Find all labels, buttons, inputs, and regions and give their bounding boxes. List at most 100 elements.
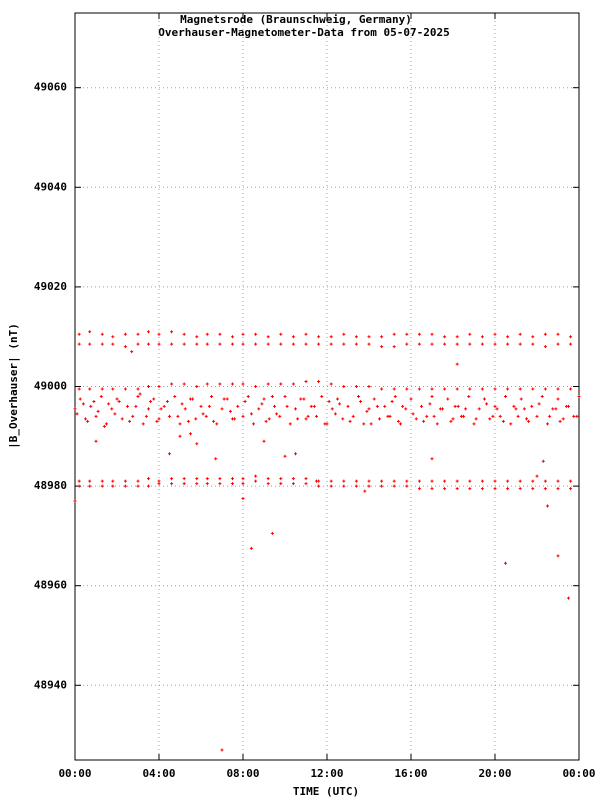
data-point <box>527 419 531 423</box>
data-point <box>518 342 522 346</box>
data-point <box>359 399 363 403</box>
data-point <box>162 404 166 408</box>
y-tick-label: 48940 <box>34 678 67 691</box>
data-point <box>323 422 327 426</box>
data-point <box>136 394 140 398</box>
data-point <box>105 422 108 426</box>
data-point <box>207 404 211 408</box>
chart-subtitle: Overhauser-Magnetometer-Data from 05-07-… <box>158 26 449 39</box>
data-point <box>446 397 450 401</box>
data-point <box>254 479 258 483</box>
data-point <box>291 477 295 481</box>
data-point <box>194 417 198 421</box>
data-point <box>195 477 199 481</box>
data-point <box>556 479 560 483</box>
data-point <box>551 407 555 411</box>
data-point <box>443 335 447 339</box>
data-point <box>199 404 203 408</box>
data-point <box>84 417 87 421</box>
data-point <box>201 412 205 416</box>
data-point <box>147 484 150 488</box>
data-point <box>111 387 115 391</box>
data-point <box>367 385 371 388</box>
data-point <box>291 335 295 339</box>
data-point <box>270 394 274 398</box>
data-point <box>317 335 321 339</box>
data-point <box>346 404 350 408</box>
data-point <box>522 407 526 411</box>
data-point <box>531 479 535 483</box>
data-point <box>404 407 408 411</box>
data-point <box>354 479 358 483</box>
data-point <box>218 342 222 346</box>
data-point <box>411 412 415 416</box>
data-point <box>459 414 463 418</box>
data-point <box>506 479 510 483</box>
data-point <box>296 417 300 421</box>
data-point <box>134 404 138 408</box>
data-point <box>480 387 484 391</box>
data-point <box>304 417 308 421</box>
data-point <box>405 332 409 336</box>
data-point <box>120 417 124 421</box>
data-point <box>516 414 520 418</box>
data-point <box>241 482 245 486</box>
data-point <box>535 474 539 478</box>
data-point <box>329 342 333 346</box>
data-point <box>262 439 266 443</box>
data-point <box>306 414 310 418</box>
data-point <box>182 332 186 336</box>
data-point <box>88 342 92 346</box>
data-point <box>249 412 253 416</box>
data-point <box>369 422 373 426</box>
data-point <box>561 417 565 421</box>
data-point <box>231 477 234 481</box>
data-point <box>342 342 346 346</box>
data-point <box>222 397 226 401</box>
data-point <box>390 399 394 403</box>
data-point <box>180 402 184 406</box>
data-point <box>383 404 387 408</box>
data-point <box>480 342 484 346</box>
data-point <box>170 330 174 334</box>
data-point <box>294 452 297 456</box>
data-point <box>279 382 283 386</box>
data-point <box>291 382 295 386</box>
data-point <box>569 487 573 491</box>
data-point <box>81 402 85 406</box>
data-point <box>285 404 289 408</box>
y-tick-label: 49040 <box>34 180 67 193</box>
data-point <box>569 342 573 346</box>
data-point <box>241 342 245 346</box>
data-point <box>233 417 237 421</box>
data-point <box>312 404 316 408</box>
data-point <box>136 342 140 346</box>
data-point <box>279 482 283 486</box>
data-point <box>392 484 396 488</box>
data-point <box>493 487 497 491</box>
data-point <box>564 404 568 408</box>
data-point <box>257 407 261 411</box>
data-point <box>365 409 369 413</box>
data-point <box>342 385 346 388</box>
data-point <box>485 402 489 406</box>
data-point <box>504 394 507 398</box>
x-axis-label: TIME (UTC) <box>293 785 359 798</box>
data-point <box>392 479 396 483</box>
data-point <box>283 394 287 398</box>
data-point <box>443 487 447 491</box>
data-point <box>543 479 547 483</box>
data-point <box>283 454 287 458</box>
data-point <box>546 504 549 508</box>
plot-frame <box>74 12 580 761</box>
data-point <box>270 531 274 535</box>
data-point <box>531 335 535 339</box>
data-point <box>279 332 283 336</box>
data-point <box>367 407 371 411</box>
data-point <box>488 417 492 421</box>
data-point <box>556 387 560 391</box>
data-point <box>178 434 182 438</box>
data-point <box>430 457 434 461</box>
data-point <box>205 332 209 336</box>
